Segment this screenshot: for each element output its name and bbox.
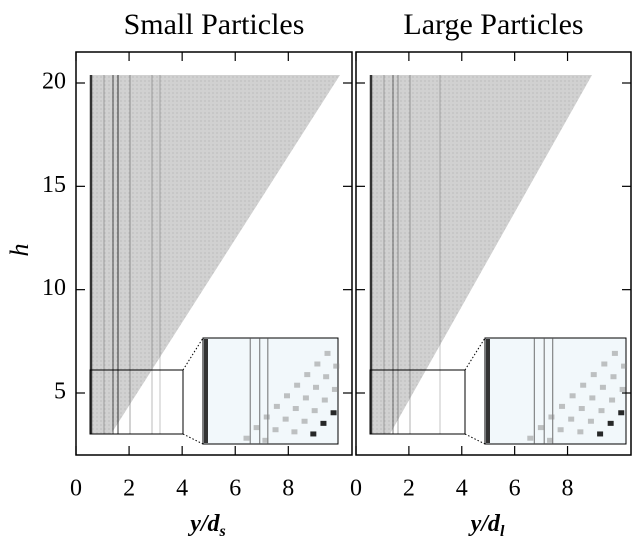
y-tick-label: 5 — [54, 379, 66, 405]
inset-cell — [619, 386, 626, 392]
inset-cell — [601, 361, 608, 367]
inset-cell — [331, 386, 338, 392]
x-tick-label: 8 — [562, 476, 574, 502]
inset-cell — [262, 437, 269, 443]
x-tick-label: 4 — [456, 476, 468, 502]
zoom-box — [89, 369, 184, 435]
inset-cell — [313, 384, 320, 390]
inset-cell — [314, 361, 321, 367]
inset-cell — [324, 350, 331, 356]
inset-cell — [559, 403, 566, 409]
x-tick-label: 6 — [229, 476, 241, 502]
inset-cell — [333, 363, 340, 369]
zoom-connector — [182, 433, 204, 445]
density-region — [370, 75, 592, 434]
inset-cell — [597, 431, 604, 437]
inset-cell — [294, 382, 301, 388]
inset-cell — [330, 410, 337, 416]
inset-cell — [590, 372, 597, 378]
zoom-connector — [464, 337, 486, 371]
y-axis-label: h — [5, 244, 34, 257]
inset-cell — [243, 435, 250, 441]
x-tick-label: 6 — [509, 476, 521, 502]
inset-cell — [621, 363, 628, 369]
x-axis-label-main: y/d — [187, 511, 220, 537]
zoom-connector — [182, 337, 204, 371]
inset-cell — [577, 429, 584, 435]
x-axis-label-sub: l — [500, 523, 505, 540]
x-axis-label-sub: s — [219, 523, 226, 540]
inset-cell — [284, 393, 290, 399]
inset-cell — [537, 425, 544, 431]
inset-cell — [320, 420, 327, 426]
inset-cell — [568, 416, 575, 422]
inset-cell — [291, 429, 298, 435]
inset — [484, 337, 627, 445]
zoom-box — [369, 369, 466, 435]
inset-cell — [578, 406, 585, 412]
inset-cell — [292, 406, 299, 412]
x-axis-label-main: y/d — [468, 511, 501, 537]
inset-cell — [589, 395, 596, 401]
inset-cell — [548, 414, 555, 420]
x-tick-label: 0 — [70, 476, 82, 502]
inset-cell — [321, 397, 328, 403]
inset-cell — [323, 374, 330, 380]
inset-cell — [557, 427, 564, 433]
inset-cell — [253, 425, 260, 431]
x-tick-label: 0 — [350, 476, 362, 502]
inset-cell — [610, 374, 617, 380]
inset-cell — [587, 418, 594, 424]
inset-cell — [527, 435, 534, 441]
inset-cell — [599, 384, 606, 390]
x-axis-label: y/ds — [187, 511, 226, 540]
inset-cell — [282, 416, 289, 422]
density-region — [90, 75, 340, 434]
inset-cell — [311, 408, 318, 414]
plot-frame — [75, 51, 353, 456]
y-tick-label: 20 — [42, 69, 66, 95]
x-tick-label: 4 — [176, 476, 188, 502]
x-tick-label: 8 — [282, 476, 294, 502]
inset-cell — [272, 427, 279, 433]
panel-title: Large Particles — [403, 8, 583, 41]
panel-title: Small Particles — [124, 8, 305, 41]
inset-cell — [304, 372, 311, 378]
inset-cell — [598, 408, 605, 414]
x-axis-label: y/dl — [468, 511, 505, 540]
inset-cell — [273, 403, 280, 409]
y-tick-label: 15 — [42, 172, 66, 198]
inset-cell — [569, 393, 576, 399]
inset-cell — [302, 395, 309, 401]
x-tick-label: 2 — [123, 476, 135, 502]
inset-cell — [607, 420, 614, 426]
inset-cell — [609, 397, 616, 403]
inset-cell — [618, 410, 625, 416]
inset-cell — [547, 437, 554, 443]
inset-cell — [611, 350, 618, 356]
inset-stripe — [204, 339, 208, 443]
x-tick-label: 2 — [403, 476, 415, 502]
y-tick-label: 10 — [42, 275, 66, 301]
inset — [202, 337, 339, 445]
inset-stripe — [486, 339, 490, 443]
plot-frame — [355, 51, 632, 456]
inset-cell — [310, 431, 317, 437]
inset-cell — [301, 418, 308, 424]
inset-cell — [580, 382, 587, 388]
inset-cell — [263, 414, 270, 420]
zoom-connector — [464, 433, 486, 445]
